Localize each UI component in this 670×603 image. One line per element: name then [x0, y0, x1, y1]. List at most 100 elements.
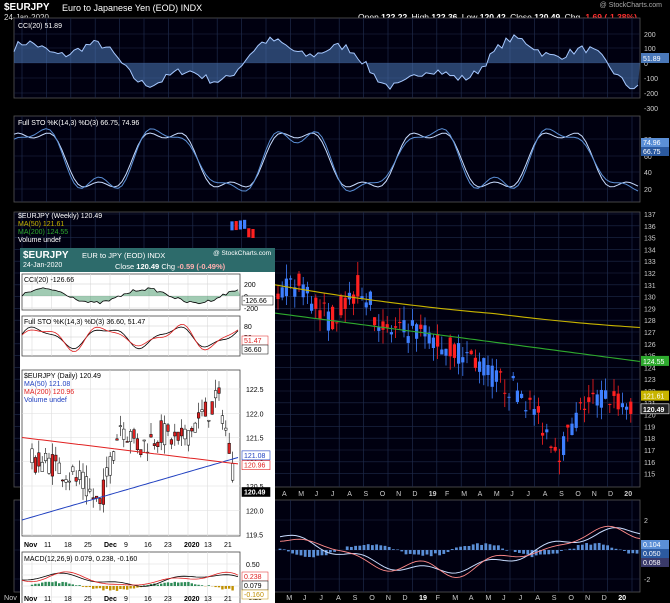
sto-badge-bg — [641, 147, 669, 156]
price-month-label: F — [445, 491, 449, 498]
macd-histogram-bar — [589, 544, 593, 550]
inset-macd-histogram-bar — [54, 581, 57, 586]
macd-line — [279, 527, 641, 574]
inset-macd-histogram-bar — [122, 586, 125, 590]
open-label: Open — [358, 12, 379, 22]
cci-badge: 51.89 — [643, 56, 661, 63]
inset-macd-badge: -0.160 — [244, 592, 264, 599]
macd-histogram-bar — [530, 550, 534, 558]
macd-badge: 0.104 — [643, 542, 661, 549]
inset-candle — [61, 479, 65, 482]
price-month-label: M — [298, 491, 304, 498]
inset-ma200-line — [21, 437, 239, 465]
bottom-axis-label: J — [502, 593, 506, 602]
weekly-candle — [368, 291, 372, 305]
price-badge: 121.61 — [643, 394, 665, 401]
weekly-candle — [599, 389, 603, 408]
inset-macd-histogram-bar — [166, 582, 170, 586]
ma50-line — [274, 284, 641, 329]
inset-macd-histogram-bar — [98, 586, 102, 589]
weekly-candle — [431, 337, 435, 349]
inset-macd-histogram-bar — [47, 581, 51, 586]
inset-candle — [122, 428, 126, 440]
inset-macd-histogram-bar — [228, 586, 231, 589]
price-month-label: A — [347, 491, 352, 498]
price-month-label: S — [364, 491, 369, 498]
cci-tick-label: 100 — [644, 46, 656, 53]
inset-macd-panel — [21, 551, 241, 603]
macd-histogram-bar — [593, 543, 597, 550]
inset-x-label-bottom: 9 — [124, 596, 128, 603]
inset-symbol: $EURJPY — [23, 250, 69, 261]
macd-histogram-bar — [421, 550, 425, 556]
macd-histogram-bar — [308, 550, 311, 558]
price-month-label: M — [494, 491, 500, 498]
weekly-candle — [364, 302, 368, 308]
bottom-axis-label: A — [336, 593, 341, 602]
price-tick-label: 129 — [644, 306, 656, 313]
bottom-axis-label: D — [402, 593, 407, 602]
price-month-label: M — [461, 491, 467, 498]
inset-macd-histogram-bar — [58, 583, 61, 586]
price-badge-bg — [641, 355, 669, 366]
inset-price-tick: 119.5 — [246, 533, 263, 540]
inset-candle — [33, 457, 37, 473]
weekly-candle — [507, 396, 511, 398]
price-tick-label: 115 — [644, 472, 655, 479]
inset-macd-histogram-bar — [207, 585, 210, 586]
inset-macd-histogram-bar — [81, 586, 85, 587]
inset-price-tick: 120.0 — [246, 508, 264, 515]
inset-candle — [200, 409, 204, 412]
inset-macd-badge-bg — [241, 589, 269, 600]
inset-candle — [84, 476, 88, 497]
inset-macd-histogram-bar — [197, 584, 200, 586]
weekly-candle — [469, 350, 473, 355]
inset-x-label-bottom: 21 — [224, 596, 232, 603]
price-legend-item: MA(50) 121.61 — [18, 221, 64, 228]
bottom-axis-label: 20 — [618, 593, 626, 602]
bottom-axis-label: N — [386, 593, 391, 602]
cci-legend: CCI(20) 51.89 — [18, 23, 62, 30]
inset-candle — [44, 452, 48, 461]
weekly-candle — [301, 284, 305, 298]
weekly-candle — [444, 348, 448, 356]
inset-price-tick: 122.5 — [246, 387, 264, 394]
macd-histogram-bar — [463, 546, 467, 550]
bottom-axis-label: Nov — [4, 593, 17, 602]
weekly-candle — [247, 228, 251, 238]
bottom-axis-label: M — [485, 593, 491, 602]
inset-candle — [231, 463, 235, 481]
weekly-candle — [528, 397, 532, 400]
price-month-label: J — [510, 491, 514, 498]
inset-price-tick: 121.5 — [246, 436, 264, 443]
inset-price-legend-item: $EURJPY (Daily) 120.49 — [24, 373, 101, 380]
bottom-axis-label: N — [585, 593, 590, 602]
inset-close-value: 120.49 — [136, 262, 160, 271]
inset-price-legend-item: Volume undef — [24, 397, 67, 404]
macd-histogram-bar — [425, 550, 429, 555]
inset-macd-histogram-bar — [180, 582, 183, 586]
inset-macd-signal-line — [21, 571, 239, 586]
inset-macd-histogram-bar — [146, 584, 149, 586]
weekly-candle — [352, 294, 356, 304]
price-month-label: 20 — [624, 491, 632, 498]
cci-tick-label: -300 — [644, 106, 658, 113]
inset-macd-histogram-bar — [200, 585, 204, 586]
macd-histogram-bar — [450, 548, 454, 550]
weekly-candle — [583, 408, 587, 410]
inset-x-label-bottom: Dec — [104, 596, 117, 603]
close-label: Close — [510, 12, 532, 22]
weekly-candle — [230, 221, 234, 231]
macd-histogram-bar — [513, 550, 517, 553]
inset-x-label-bottom: 16 — [144, 596, 152, 603]
macd-histogram-bar — [488, 544, 492, 550]
low-label: Low — [461, 12, 478, 22]
macd-histogram-bar — [585, 543, 588, 550]
sto-legend: Full STO %K(14,3) %D(3) 66.75, 74.96 — [18, 120, 139, 127]
inset-macd-histogram-bar — [224, 586, 227, 589]
weekly-candle — [402, 320, 406, 333]
close-value: 120.49 — [534, 12, 561, 22]
inset-candle — [40, 462, 44, 472]
weekly-candle — [427, 332, 431, 344]
weekly-candle — [541, 432, 545, 436]
